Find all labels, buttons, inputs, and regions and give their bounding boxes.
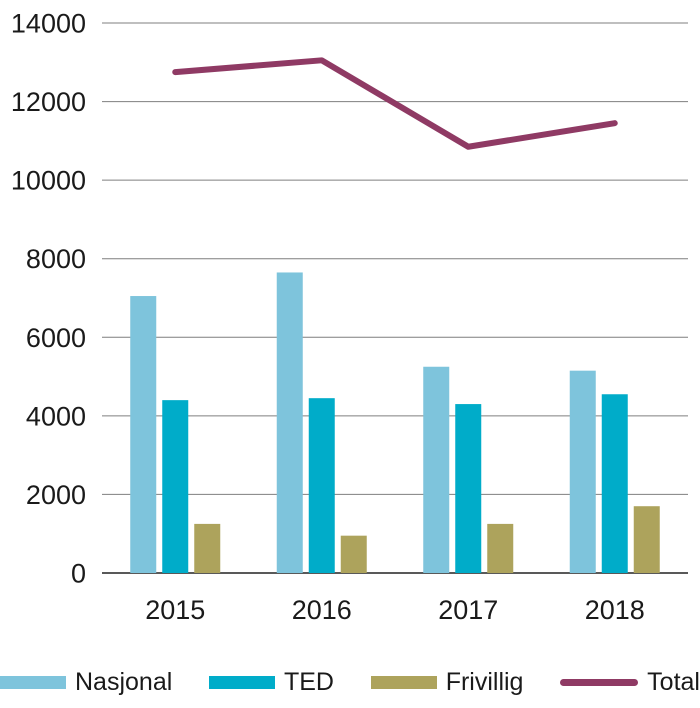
y-tick-label: 2000	[26, 480, 86, 510]
plot-area: 14000 12000 10000 8000 6000 4000 2000 0 2015 2016…	[11, 9, 688, 625]
bar-nasjonal-2017	[423, 366, 450, 573]
bar-ted-2016	[308, 398, 335, 573]
legend-swatch-frivillig-icon	[370, 675, 437, 689]
bar-nasjonal-2016	[276, 272, 303, 573]
y-tick-label: 14000	[11, 9, 86, 39]
bar-frivillig-2017	[487, 523, 514, 573]
y-tick-label: 0	[71, 559, 86, 589]
bar-ted-2018	[601, 394, 628, 573]
x-tick-label: 2017	[438, 595, 498, 625]
x-tick-label: 2018	[585, 595, 645, 625]
legend-swatch-nasjonal-icon	[0, 675, 66, 689]
y-tick-label: 6000	[26, 323, 86, 353]
legend-label: Nasjonal	[75, 667, 173, 696]
legend-item-total: Total	[560, 667, 700, 696]
y-tick-label: 8000	[26, 244, 86, 274]
legend-item-nasjonal: Nasjonal	[0, 667, 173, 696]
legend-label: Total	[647, 667, 700, 696]
legend-swatch-total-line-icon	[560, 678, 639, 686]
legend: Nasjonal TED Frivillig Total	[0, 660, 700, 704]
legend-label: Frivillig	[445, 667, 524, 696]
bar-nasjonal-2015	[130, 296, 157, 573]
y-tick-label: 12000	[11, 87, 86, 117]
y-tick-label: 4000	[26, 401, 86, 431]
bar-frivillig-2018	[633, 506, 660, 573]
x-tick-label: 2015	[145, 595, 205, 625]
y-tick-label: 10000	[11, 166, 86, 196]
x-tick-label: 2016	[292, 595, 352, 625]
bar-frivillig-2015	[194, 523, 221, 573]
legend-swatch-ted-icon	[208, 675, 275, 689]
legend-label: TED	[283, 667, 334, 696]
bar-ted-2017	[455, 404, 482, 573]
line-total	[172, 57, 618, 150]
legend-item-frivillig: Frivillig	[370, 667, 524, 696]
bar-ted-2015	[162, 400, 189, 573]
bar-frivillig-2016	[340, 535, 367, 573]
legend-item-ted: TED	[208, 667, 334, 696]
bar-nasjonal-2018	[569, 370, 596, 573]
